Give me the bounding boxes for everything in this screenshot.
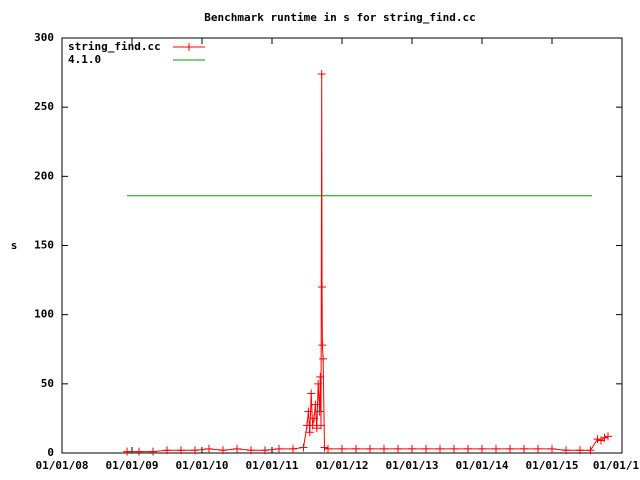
- point-marker: [319, 354, 328, 363]
- point-marker: [307, 389, 316, 398]
- point-marker: [311, 400, 320, 409]
- point-marker: [324, 444, 332, 453]
- point-marker: [304, 407, 313, 416]
- point-marker: [219, 446, 227, 455]
- point-marker: [314, 379, 323, 388]
- y-tick-label: 200: [34, 169, 54, 182]
- y-axis-label: s: [11, 239, 18, 252]
- point-marker: [352, 444, 360, 453]
- point-marker: [593, 435, 602, 444]
- point-marker: [366, 444, 374, 453]
- point-marker: [320, 443, 329, 452]
- x-tick-label: 01/01/1: [593, 459, 640, 472]
- point-marker: [316, 372, 325, 381]
- point-marker: [318, 283, 327, 291]
- point-marker: [318, 341, 327, 350]
- point-marker: [506, 444, 514, 453]
- point-marker: [289, 444, 297, 453]
- x-tick-label: 01/01/14: [456, 459, 509, 472]
- point-marker: [317, 421, 325, 430]
- point-marker: [586, 446, 595, 455]
- point-marker: [604, 432, 612, 441]
- y-tick-label: 300: [34, 31, 54, 44]
- point-marker: [478, 444, 486, 453]
- point-marker: [492, 444, 500, 453]
- point-marker: [394, 444, 402, 453]
- point-marker: [464, 444, 472, 453]
- point-marker: [149, 447, 157, 456]
- point-marker: [436, 444, 444, 453]
- point-marker: [261, 446, 269, 455]
- point-marker: [338, 444, 346, 453]
- point-marker: [305, 428, 314, 437]
- point-marker: [317, 69, 326, 78]
- point-marker: [576, 446, 584, 455]
- chart-title: Benchmark runtime in s for string_find.c…: [204, 11, 476, 24]
- y-tick-label: 0: [47, 446, 54, 459]
- y-tick-label: 150: [34, 239, 54, 252]
- point-marker: [310, 414, 318, 423]
- legend-label: 4.1.0: [68, 53, 101, 66]
- point-marker: [422, 444, 430, 453]
- point-marker: [520, 444, 528, 453]
- x-tick-label: 01/01/11: [246, 459, 299, 472]
- point-marker: [562, 446, 570, 455]
- point-marker: [308, 421, 317, 430]
- point-marker: [275, 444, 283, 453]
- point-marker: [247, 446, 255, 455]
- point-marker: [534, 444, 542, 453]
- y-tick-label: 250: [34, 100, 54, 113]
- point-marker: [380, 444, 388, 453]
- point-marker: [450, 444, 458, 453]
- x-tick-label: 01/01/13: [386, 459, 439, 472]
- point-marker: [600, 433, 609, 442]
- point-marker: [548, 444, 556, 453]
- legend-label: string_find.cc: [68, 40, 161, 53]
- point-marker: [135, 447, 143, 456]
- x-tick-label: 01/01/09: [106, 459, 159, 472]
- point-marker: [177, 446, 185, 455]
- point-marker: [205, 444, 213, 453]
- point-marker: [299, 443, 308, 452]
- point-marker: [312, 424, 321, 433]
- point-marker: [123, 447, 132, 456]
- x-tick-label: 01/01/08: [36, 459, 89, 472]
- point-marker: [163, 446, 171, 455]
- point-marker: [315, 407, 324, 416]
- y-tick-label: 50: [41, 377, 54, 390]
- legend-marker: [185, 43, 193, 51]
- y-tick-label: 100: [34, 308, 54, 321]
- point-marker: [233, 444, 241, 453]
- point-marker: [191, 446, 199, 455]
- x-tick-label: 01/01/15: [526, 459, 579, 472]
- point-marker: [408, 444, 416, 453]
- x-tick-label: 01/01/12: [316, 459, 369, 472]
- x-tick-label: 01/01/10: [176, 459, 229, 472]
